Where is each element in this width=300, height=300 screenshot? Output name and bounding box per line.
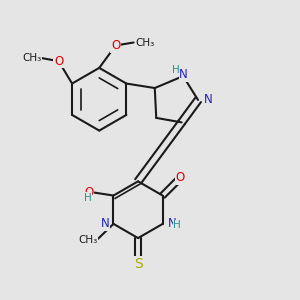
Text: O: O bbox=[54, 55, 63, 68]
Text: N: N bbox=[203, 94, 212, 106]
Text: H: H bbox=[172, 64, 179, 74]
Text: CH₃: CH₃ bbox=[135, 38, 154, 47]
Text: H: H bbox=[173, 220, 181, 230]
Text: H: H bbox=[84, 193, 92, 203]
Text: O: O bbox=[176, 171, 185, 184]
Text: O: O bbox=[84, 186, 93, 199]
Text: N: N bbox=[167, 218, 176, 230]
Text: CH₃: CH₃ bbox=[22, 53, 42, 63]
Text: N: N bbox=[179, 68, 188, 81]
Text: CH₃: CH₃ bbox=[78, 235, 98, 245]
Text: N: N bbox=[100, 218, 109, 230]
Text: S: S bbox=[134, 257, 142, 271]
Text: O: O bbox=[111, 39, 120, 52]
